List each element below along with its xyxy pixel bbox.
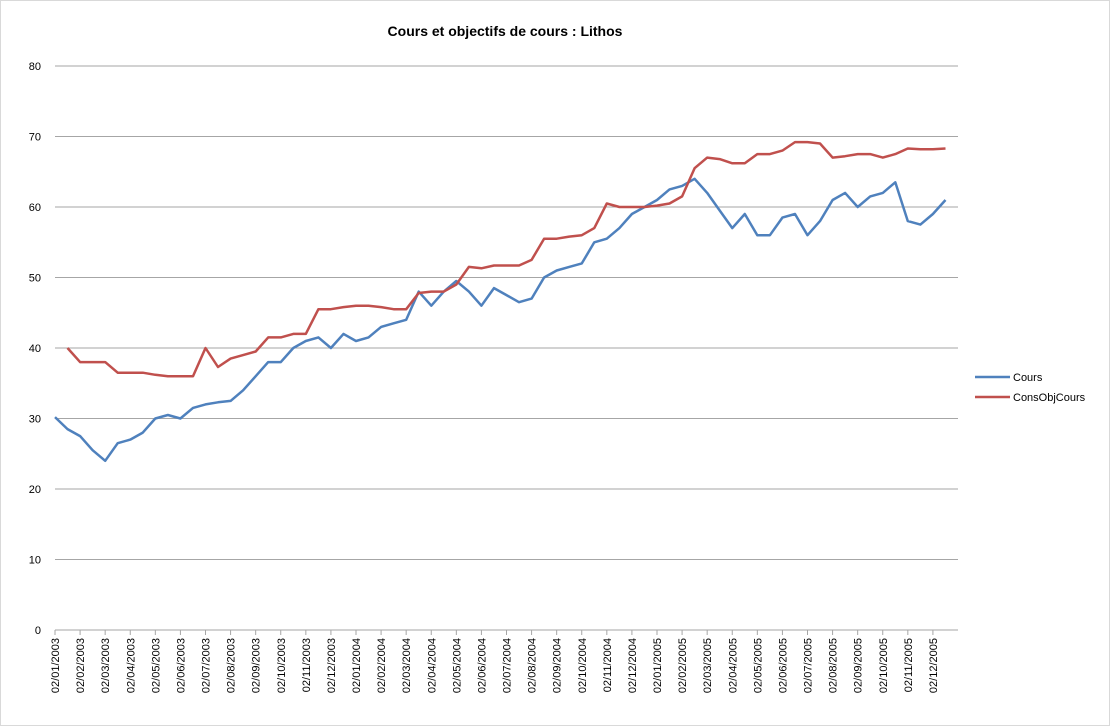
x-tick-label: 02/01/2003 bbox=[50, 638, 62, 693]
x-tick-label: 02/06/2004 bbox=[476, 638, 488, 693]
x-tick-label: 02/08/2004 bbox=[527, 638, 539, 693]
chart-title: Cours et objectifs de cours : Lithos bbox=[388, 23, 623, 39]
x-tick-label: 02/07/2005 bbox=[803, 638, 815, 693]
x-tick-label: 02/12/2005 bbox=[928, 638, 940, 693]
y-tick-label: 20 bbox=[29, 484, 41, 496]
x-tick-label: 02/03/2004 bbox=[401, 638, 413, 693]
x-tick-label: 02/07/2003 bbox=[201, 638, 213, 693]
x-tick-label: 02/11/2003 bbox=[301, 638, 313, 692]
x-tick-label: 02/03/2003 bbox=[100, 638, 112, 693]
x-tick-label: 02/08/2003 bbox=[226, 638, 238, 693]
x-tick-label: 02/02/2005 bbox=[677, 638, 689, 693]
x-tick-label: 02/06/2003 bbox=[175, 638, 187, 693]
y-tick-label: 0 bbox=[35, 625, 41, 637]
y-tick-label: 40 bbox=[29, 343, 41, 355]
x-tick-label: 02/01/2005 bbox=[652, 638, 664, 693]
y-tick-label: 60 bbox=[29, 202, 41, 214]
y-tick-label: 10 bbox=[29, 555, 41, 567]
x-tick-label: 02/05/2005 bbox=[752, 638, 764, 693]
x-tick-label: 02/01/2004 bbox=[351, 638, 363, 693]
x-tick-label: 02/09/2005 bbox=[853, 638, 865, 693]
x-tick-label: 02/04/2003 bbox=[125, 638, 137, 693]
x-tick-label: 02/11/2004 bbox=[602, 638, 614, 692]
x-tick-label: 02/04/2004 bbox=[426, 638, 438, 693]
x-tick-label: 02/07/2004 bbox=[502, 638, 514, 693]
x-tick-label: 02/12/2004 bbox=[627, 638, 639, 693]
line-series bbox=[66, 140, 946, 378]
x-tick-label: 02/09/2003 bbox=[251, 638, 263, 693]
y-tick-label: 80 bbox=[29, 61, 41, 73]
x-tick-label: 02/05/2003 bbox=[150, 638, 162, 693]
x-tick-label: 02/03/2005 bbox=[702, 638, 714, 693]
y-tick-label: 70 bbox=[29, 132, 41, 144]
legend-label: Cours bbox=[1013, 372, 1043, 384]
x-tick-label: 02/10/2005 bbox=[878, 638, 890, 693]
x-tick-label: 02/06/2005 bbox=[777, 638, 789, 693]
x-tick-label: 02/04/2005 bbox=[727, 638, 739, 693]
x-tick-label: 02/09/2004 bbox=[552, 638, 564, 693]
y-tick-label: 30 bbox=[29, 414, 41, 426]
x-tick-label: 02/02/2003 bbox=[75, 638, 87, 693]
legend-label: ConsObjCours bbox=[1013, 392, 1086, 404]
x-tick-label: 02/08/2005 bbox=[828, 638, 840, 693]
x-tick-label: 02/02/2004 bbox=[376, 638, 388, 693]
x-tick-label: 02/10/2004 bbox=[577, 638, 589, 693]
x-tick-label: 02/05/2004 bbox=[451, 638, 463, 693]
x-tick-label: 02/10/2003 bbox=[276, 638, 288, 693]
x-tick-label: 02/11/2005 bbox=[903, 638, 915, 692]
y-tick-label: 50 bbox=[29, 273, 41, 285]
x-tick-label: 02/12/2003 bbox=[326, 638, 338, 693]
line-series bbox=[54, 177, 947, 463]
